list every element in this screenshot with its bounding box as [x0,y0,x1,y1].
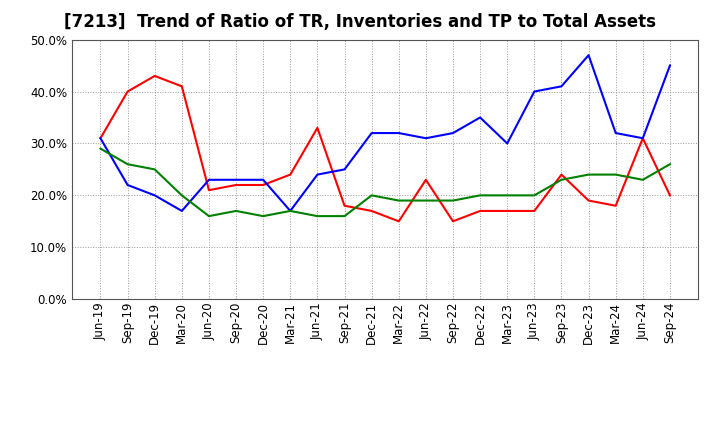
Inventories [96,136,105,141]
Trade Payables [421,198,430,203]
Inventories [503,141,511,146]
Line: Trade Payables: Trade Payables [101,149,670,216]
Trade Receivables [395,219,403,224]
Line: Inventories: Inventories [101,55,670,211]
Trade Payables [313,213,322,219]
Trade Receivables [204,187,213,193]
Trade Payables [503,193,511,198]
Trade Payables [395,198,403,203]
Trade Receivables [557,172,566,177]
Trade Receivables [530,208,539,213]
Inventories [557,84,566,89]
Trade Payables [665,161,674,167]
Trade Receivables [367,208,376,213]
Inventories [584,52,593,58]
Trade Receivables [286,172,294,177]
Trade Receivables [259,182,268,187]
Inventories [123,182,132,187]
Trade Payables [611,172,620,177]
Trade Receivables [503,208,511,213]
Trade Receivables [421,177,430,183]
Trade Payables [259,213,268,219]
Inventories [639,136,647,141]
Trade Payables [204,213,213,219]
Inventories [530,89,539,94]
Trade Payables [530,193,539,198]
Inventories [204,177,213,183]
Inventories [367,130,376,136]
Trade Payables [639,177,647,183]
Inventories [341,167,349,172]
Inventories [665,63,674,68]
Trade Payables [178,193,186,198]
Line: Trade Receivables: Trade Receivables [101,76,670,221]
Trade Receivables [665,193,674,198]
Inventories [286,208,294,213]
Trade Payables [367,193,376,198]
Trade Receivables [96,136,105,141]
Trade Receivables [313,125,322,131]
Trade Receivables [611,203,620,209]
Trade Receivables [150,73,159,79]
Trade Receivables [639,136,647,141]
Inventories [395,130,403,136]
Inventories [232,177,240,183]
Trade Payables [341,213,349,219]
Trade Payables [96,146,105,151]
Trade Payables [557,177,566,183]
Trade Receivables [341,203,349,209]
Inventories [150,193,159,198]
Trade Payables [286,208,294,213]
Trade Payables [449,198,457,203]
Inventories [313,172,322,177]
Trade Payables [476,193,485,198]
Trade Receivables [476,208,485,213]
Trade Receivables [123,89,132,94]
Trade Payables [584,172,593,177]
Trade Payables [232,208,240,213]
Inventories [259,177,268,183]
Trade Payables [123,161,132,167]
Trade Receivables [584,198,593,203]
Inventories [178,208,186,213]
Trade Payables [150,167,159,172]
Inventories [611,130,620,136]
Inventories [421,136,430,141]
Trade Receivables [449,219,457,224]
Inventories [449,130,457,136]
Inventories [476,115,485,120]
Trade Receivables [232,182,240,187]
Trade Receivables [178,84,186,89]
Text: [7213]  Trend of Ratio of TR, Inventories and TP to Total Assets: [7213] Trend of Ratio of TR, Inventories… [64,13,656,31]
